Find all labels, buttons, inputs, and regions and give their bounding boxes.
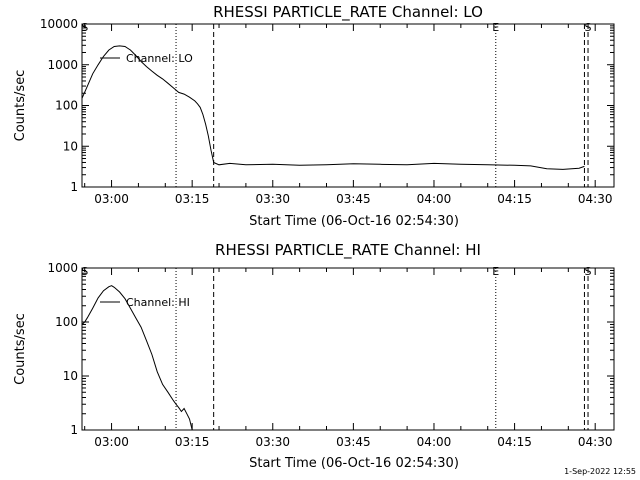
series-line [81, 285, 193, 431]
y-tick-label: 1 [70, 423, 78, 437]
y-tick-label: 10000 [40, 17, 78, 31]
x-tick-label: 04:00 [417, 192, 452, 206]
x-tick-label: 03:15 [175, 435, 210, 449]
x-tick-label: 03:00 [94, 435, 129, 449]
chart-title: RHESSI PARTICLE_RATE Channel: LO [213, 3, 483, 22]
x-tick-label: 03:30 [255, 435, 290, 449]
plot-frame [81, 23, 615, 188]
x-tick-label: 04:00 [417, 435, 452, 449]
chart-title: RHESSI PARTICLE_RATE Channel: HI [215, 241, 481, 260]
x-tick-label: 04:30 [578, 435, 613, 449]
y-axis-label: Counts/sec [13, 313, 28, 385]
legend-label: Channel: LO [126, 52, 193, 65]
x-tick-label: 04:15 [497, 435, 532, 449]
time-marker-label: S [81, 21, 88, 34]
y-tick-label: 100 [55, 315, 78, 329]
x-tick-label: 03:30 [255, 192, 290, 206]
x-tick-label: 03:45 [336, 435, 371, 449]
x-axis-label: Start Time (06-Oct-16 02:54:30) [249, 456, 459, 471]
x-tick-label: 03:00 [94, 192, 129, 206]
y-tick-label: 1000 [47, 261, 78, 275]
x-axis-label: Start Time (06-Oct-16 02:54:30) [249, 214, 459, 229]
time-marker-label: E [492, 21, 499, 34]
legend-label: Channel: HI [126, 296, 190, 309]
y-tick-label: 10 [63, 369, 78, 383]
x-tick-label: 04:15 [497, 192, 532, 206]
x-tick-label: 04:30 [578, 192, 613, 206]
chart-panel-1: RHESSI PARTICLE_RATE Channel: LO 03:00 03:… [13, 3, 615, 229]
time-marker-label: S [585, 21, 592, 34]
y-tick-label: 10 [63, 139, 78, 153]
series-line [81, 45, 585, 170]
time-marker-label: S [585, 265, 592, 278]
y-tick-label: 100 [55, 99, 78, 113]
x-tick-label: 03:15 [175, 192, 210, 206]
footer-timestamp: 1-Sep-2022 12:55 [564, 467, 636, 476]
x-tick-label: 03:45 [336, 192, 371, 206]
y-axis-label: Counts/sec [13, 70, 28, 142]
time-marker-label: E [492, 265, 499, 278]
y-tick-label: 1 [70, 180, 78, 194]
chart-panel-2: RHESSI PARTICLE_RATE Channel: HI 03:00 03:… [13, 241, 615, 471]
time-marker-label: S [81, 265, 88, 278]
plot-frame [81, 267, 615, 431]
y-tick-label: 1000 [47, 58, 78, 72]
